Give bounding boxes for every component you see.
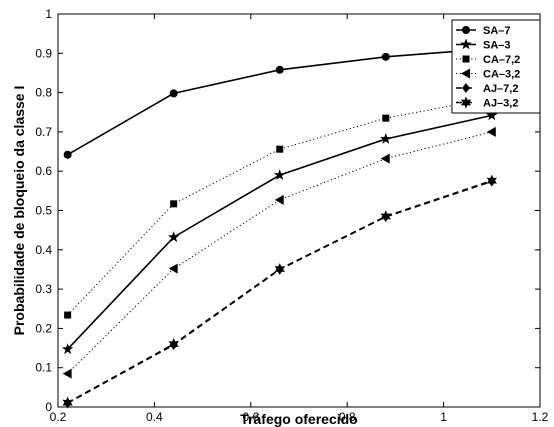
data-point [170, 200, 177, 207]
data-point [64, 151, 72, 159]
y-tick-label: 0.9 [35, 46, 52, 60]
x-axis-title: Tráfego oferecido [240, 411, 357, 427]
y-tick-label: 0 [45, 400, 52, 414]
legend-label: CA–7,2 [483, 54, 520, 66]
y-tick-label: 0.8 [35, 86, 52, 100]
legend: SA–7 SA–3 CA–7,2 CA–3,2 AJ–7,2 AJ–3,2 [452, 20, 540, 113]
data-point [382, 115, 389, 122]
legend-marker [462, 26, 470, 34]
data-point [382, 53, 390, 61]
y-tick-label: 0.6 [35, 164, 52, 178]
legend-label: AJ–3,2 [483, 98, 518, 110]
data-point [276, 146, 283, 153]
data-point [276, 66, 284, 74]
y-tick-label: 0.1 [35, 361, 52, 375]
legend-label: AJ–7,2 [483, 83, 518, 95]
y-tick-label: 0.4 [35, 243, 52, 257]
y-axis-title: Probabilidade de bloqueio da classe I [11, 86, 27, 336]
data-point [170, 89, 178, 97]
legend-marker [463, 56, 470, 63]
x-tick-label: 0.2 [50, 410, 67, 424]
x-tick-label: 1 [440, 410, 447, 424]
y-tick-label: 1 [45, 7, 52, 21]
y-tick-label: 0.5 [35, 204, 52, 218]
legend-label: SA–7 [483, 25, 511, 37]
y-tick-label: 0.2 [35, 321, 52, 335]
legend-label: SA–3 [483, 40, 511, 52]
y-tick-label: 0.3 [35, 282, 52, 296]
x-tick-label: 1.2 [532, 410, 549, 424]
legend-label: CA–3,2 [483, 69, 520, 81]
data-point [64, 312, 71, 319]
x-tick-label: 0.4 [146, 410, 163, 424]
y-tick-label: 0.7 [35, 125, 52, 139]
